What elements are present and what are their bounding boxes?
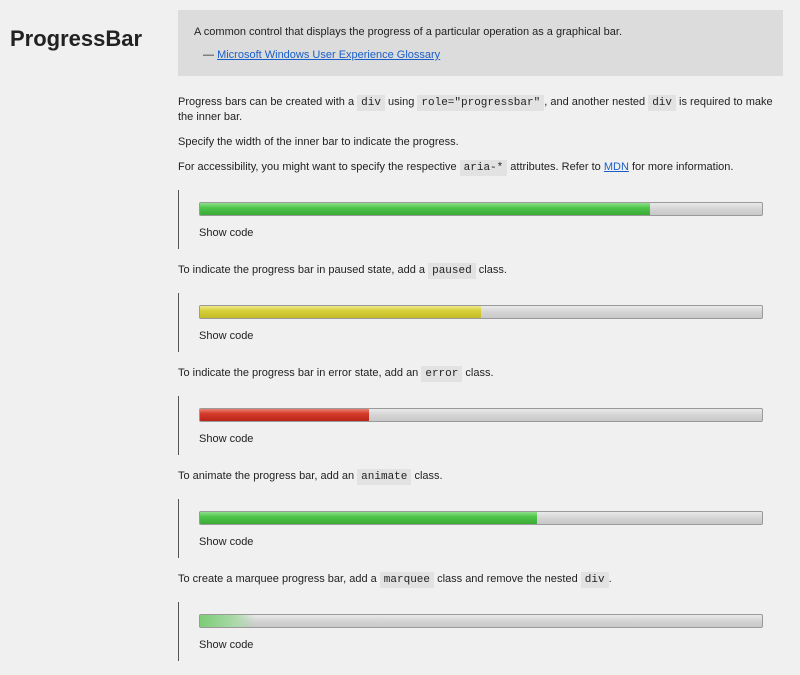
progress-bar-animate — [199, 511, 763, 525]
demo-animate: Show code — [178, 499, 783, 558]
marquee-paragraph: To create a marquee progress bar, add a … — [178, 572, 612, 588]
animate-paragraph: To animate the progress bar, add an anim… — [178, 469, 443, 485]
glossary-link[interactable]: Microsoft Windows User Experience Glossa… — [217, 49, 441, 61]
demo-paused: Show code — [178, 293, 783, 352]
mdn-link[interactable]: MDN — [603, 161, 629, 173]
width-paragraph: Specify the width of the inner bar to in… — [178, 136, 459, 148]
demo-normal: Show code — [178, 190, 783, 249]
paused-paragraph: To indicate the progress bar in paused s… — [178, 263, 507, 279]
accessibility-paragraph: For accessibility, you might want to spe… — [178, 160, 734, 176]
marquee-fill — [200, 615, 257, 627]
page-title: ProgressBar — [10, 26, 143, 51]
content: A common control that displays the progr… — [178, 10, 783, 675]
show-code-button[interactable]: Show code — [199, 227, 254, 239]
show-code-button[interactable]: Show code — [199, 330, 254, 342]
demo-error: Show code — [178, 396, 783, 455]
progress-bar-error — [199, 408, 763, 422]
demo-marquee: Show code — [178, 602, 783, 661]
intro-paragraph: Progress bars can be created with a div … — [178, 95, 773, 123]
show-code-button[interactable]: Show code — [199, 639, 254, 651]
error-paragraph: To indicate the progress bar in error st… — [178, 366, 494, 382]
dash: — — [203, 49, 218, 61]
progress-fill — [200, 203, 650, 215]
show-code-button[interactable]: Show code — [199, 433, 254, 445]
quote-text: A common control that displays the progr… — [194, 26, 623, 38]
progress-fill — [200, 512, 538, 524]
progress-fill — [200, 409, 369, 421]
blockquote: A common control that displays the progr… — [178, 10, 783, 76]
progress-fill — [200, 306, 481, 318]
show-code-button[interactable]: Show code — [199, 536, 254, 548]
progress-bar-marquee — [199, 614, 763, 628]
progress-bar-paused — [199, 305, 763, 319]
progress-bar — [199, 202, 763, 216]
quote-cite: — Microsoft Windows User Experience Glos… — [194, 48, 767, 62]
